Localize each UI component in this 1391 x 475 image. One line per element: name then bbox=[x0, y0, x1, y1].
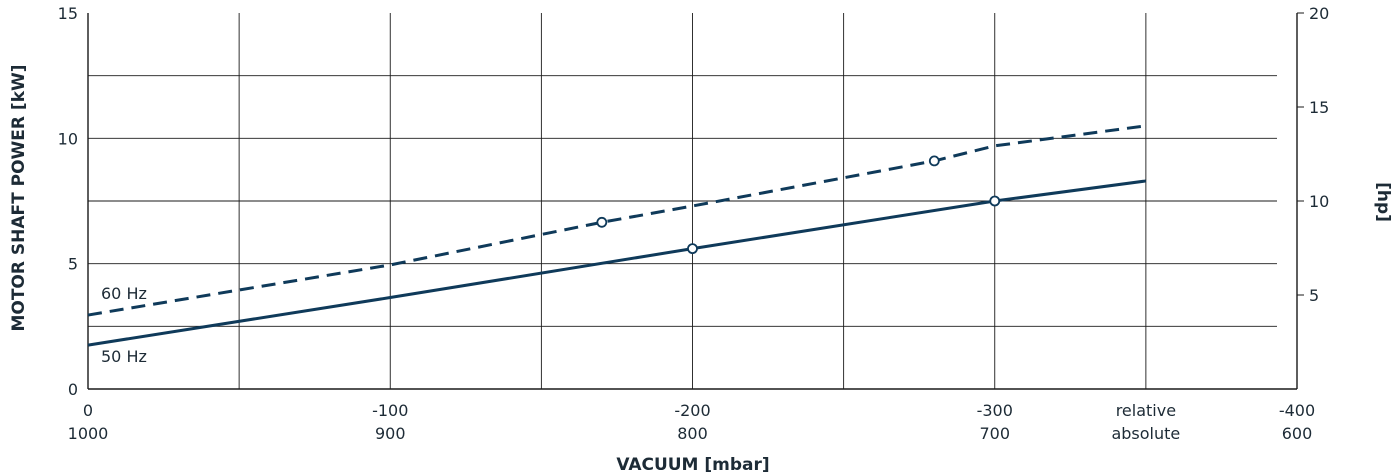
series-lines: 60 Hz 50 Hz bbox=[87, 124, 1147, 366]
y-tick-label: 15 bbox=[58, 4, 78, 23]
y-tick-label: 10 bbox=[58, 129, 78, 148]
y2-tick-label: 15 bbox=[1309, 98, 1329, 117]
x-axis-title: VACUUM [mbar] bbox=[616, 455, 769, 475]
y2-tick-label: 20 bbox=[1309, 4, 1329, 23]
x-tick-label-absolute: 700 bbox=[979, 424, 1010, 443]
series-label: 60 Hz bbox=[101, 284, 147, 303]
x-row-label-relative: relative bbox=[1116, 401, 1176, 420]
x-row-label-absolute: absolute bbox=[1111, 424, 1180, 443]
x-tick-label-absolute: 900 bbox=[375, 424, 406, 443]
series-label: 50 Hz bbox=[101, 347, 147, 366]
y-tick-label: 0 bbox=[68, 380, 78, 399]
x-tick-label-relative: -300 bbox=[977, 401, 1013, 420]
x-tick-label-relative: -400 bbox=[1279, 401, 1315, 420]
data-point-marker bbox=[596, 216, 608, 228]
grid-lines bbox=[87, 12, 1304, 390]
x-tick-label-relative: 0 bbox=[83, 401, 93, 420]
x-tick-label-relative: -100 bbox=[372, 401, 408, 420]
series-line-50-hz bbox=[87, 179, 1147, 347]
x-tick-label-relative: -200 bbox=[674, 401, 710, 420]
series-line-60-hz bbox=[87, 124, 1147, 317]
data-point-marker bbox=[687, 243, 698, 255]
x-tick-label-absolute: 1000 bbox=[68, 424, 109, 443]
x-tick-label-absolute: 800 bbox=[677, 424, 708, 443]
y2-axis-title: [hp] bbox=[1373, 182, 1391, 222]
x-tick-label-absolute: 600 bbox=[1282, 424, 1313, 443]
tick-labels: 0 5 10 15 5 10 15 20 0 1000 -100 900 -200 800 -300 700 -… bbox=[58, 4, 1330, 443]
y-tick-label: 5 bbox=[68, 255, 78, 274]
data-point-marker bbox=[989, 195, 1001, 207]
y-axis-title: MOTOR SHAFT POWER [kW] bbox=[9, 64, 29, 331]
y2-tick-label: 10 bbox=[1309, 192, 1329, 211]
y2-tick-label: 5 bbox=[1309, 286, 1319, 305]
data-point-marker bbox=[928, 155, 940, 167]
